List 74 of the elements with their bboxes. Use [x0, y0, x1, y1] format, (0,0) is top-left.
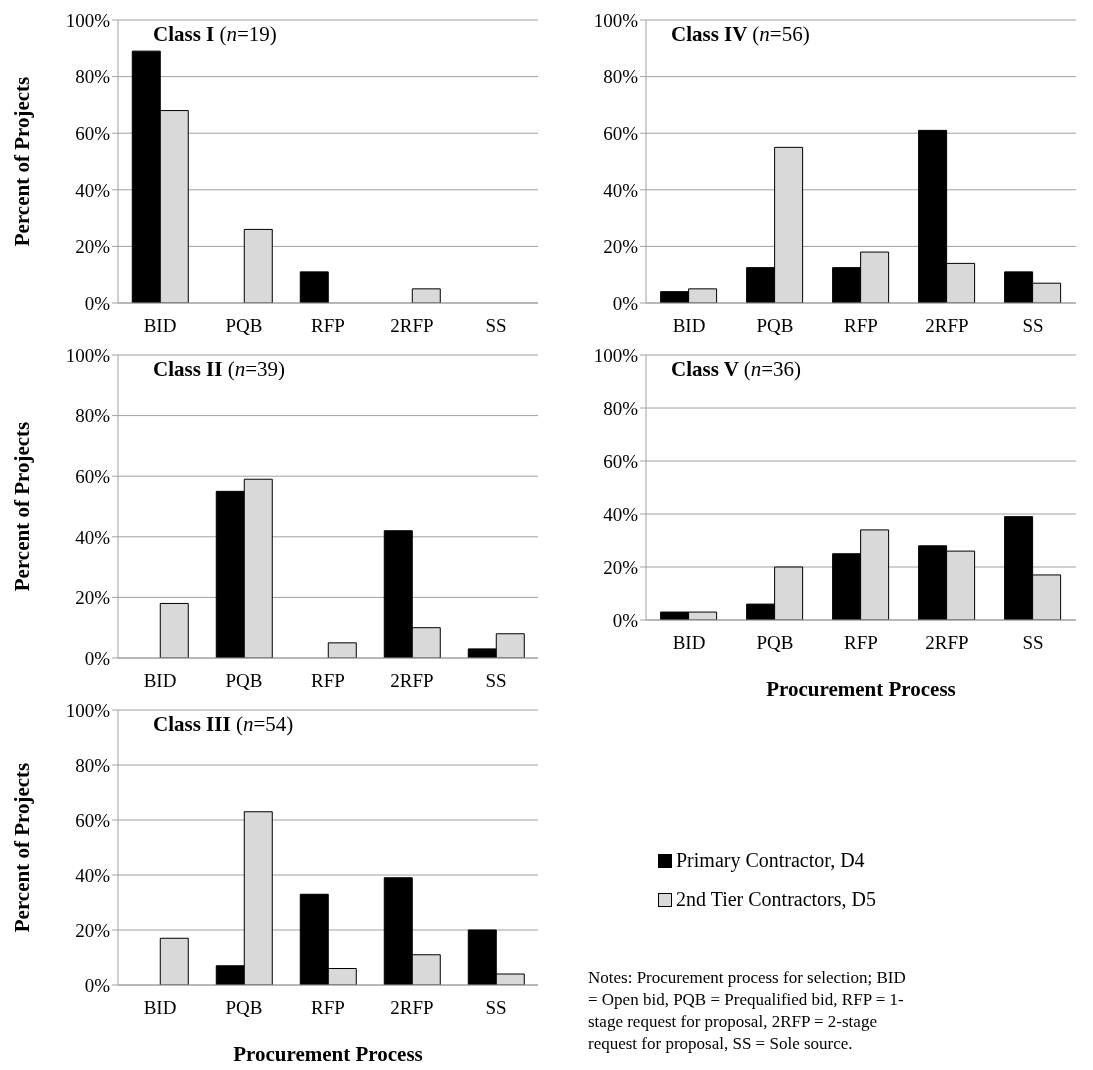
y-tick-label: 60%: [603, 122, 639, 144]
x-tick-label: PQB: [225, 670, 263, 692]
x-tick-label: BID: [143, 997, 177, 1019]
y-axis-title: Percent of Projects: [10, 421, 35, 592]
y-tick-label: 100%: [65, 9, 111, 31]
y-tick-label: 80%: [75, 754, 111, 776]
y-tick-label: 100%: [593, 9, 639, 31]
x-tick-label: 2RFP: [390, 315, 434, 337]
x-tick-label: 2RFP: [925, 632, 969, 654]
y-tick-label: 20%: [75, 919, 111, 941]
x-tick-label: PQB: [756, 632, 794, 654]
x-axis-title: Procurement Process: [766, 677, 956, 701]
bar: [243, 228, 273, 303]
x-tick-label: 2RFP: [925, 315, 969, 337]
y-tick-label: 0%: [612, 292, 639, 314]
y-tick-label: 80%: [603, 397, 639, 419]
x-tick-label: RFP: [311, 997, 345, 1019]
y-tick-label: 60%: [75, 809, 111, 831]
x-tick-label: PQB: [756, 315, 794, 337]
y-axis-title: Percent of Projects: [10, 762, 35, 933]
y-tick-label: 40%: [75, 526, 111, 548]
x-tick-label: 2RFP: [390, 997, 434, 1019]
x-tick-label: SS: [485, 997, 507, 1019]
x-tick-label: BID: [672, 632, 706, 654]
y-axis-title: Percent of Projects: [10, 76, 35, 247]
y-tick-label: 60%: [75, 122, 111, 144]
x-tick-label: PQB: [225, 315, 263, 337]
legend-label: Primary Contractor, D4: [676, 849, 865, 872]
y-tick-label: 20%: [75, 587, 111, 609]
text: Notes: Procurement process for selection; BID = Open bid, PQB = Prequalified bid, RFP = 1-stage request for proposal, 2RFP = 2-stage request for proposal, SS = Sole source.: [588, 967, 907, 1055]
y-tick-label: 0%: [84, 974, 111, 996]
chart-title: Class I (n=19): [153, 22, 277, 46]
x-tick-label: SS: [485, 670, 507, 692]
x-tick-label: BID: [143, 670, 177, 692]
legend-label: 2nd Tier Contractors, D5: [676, 888, 876, 911]
y-tick-label: 60%: [75, 465, 111, 487]
y-tick-label: 20%: [603, 556, 639, 578]
bar: [411, 288, 441, 303]
x-tick-label: RFP: [311, 670, 345, 692]
chart-title: Class V (n=36): [671, 357, 802, 381]
x-tick-label: 2RFP: [390, 670, 434, 692]
chart-title: Class IV (n=56): [671, 22, 810, 46]
y-tick-label: 0%: [84, 292, 111, 314]
y-tick-label: 100%: [65, 344, 111, 366]
x-tick-label: SS: [1022, 632, 1044, 654]
chart-title: Class II (n=39): [153, 357, 286, 381]
y-tick-label: 40%: [75, 179, 111, 201]
bar: [299, 271, 329, 303]
bar: [327, 642, 357, 658]
y-tick-label: 20%: [75, 236, 111, 258]
x-tick-label: RFP: [311, 315, 345, 337]
y-tick-label: 80%: [603, 66, 639, 88]
x-tick-label: SS: [485, 315, 507, 337]
x-tick-label: PQB: [225, 997, 263, 1019]
y-tick-label: 40%: [603, 503, 639, 525]
y-tick-label: 0%: [84, 647, 111, 669]
y-tick-label: 100%: [593, 344, 639, 366]
y-tick-label: 0%: [612, 609, 639, 631]
y-tick-label: 20%: [603, 236, 639, 258]
bar: [159, 602, 189, 658]
x-tick-label: SS: [1022, 315, 1044, 337]
chart-title: Class III (n=54): [153, 712, 294, 736]
y-tick-label: 40%: [75, 864, 111, 886]
y-tick-label: 80%: [75, 405, 111, 427]
x-tick-label: RFP: [844, 632, 878, 654]
y-tick-label: 80%: [75, 66, 111, 88]
x-axis-title: Procurement Process: [233, 1042, 423, 1066]
y-tick-label: 100%: [65, 699, 111, 721]
x-tick-label: RFP: [844, 315, 878, 337]
x-tick-label: BID: [143, 315, 177, 337]
y-tick-label: 40%: [603, 179, 639, 201]
bar: [159, 937, 189, 985]
x-tick-label: BID: [672, 315, 706, 337]
y-tick-label: 60%: [603, 450, 639, 472]
